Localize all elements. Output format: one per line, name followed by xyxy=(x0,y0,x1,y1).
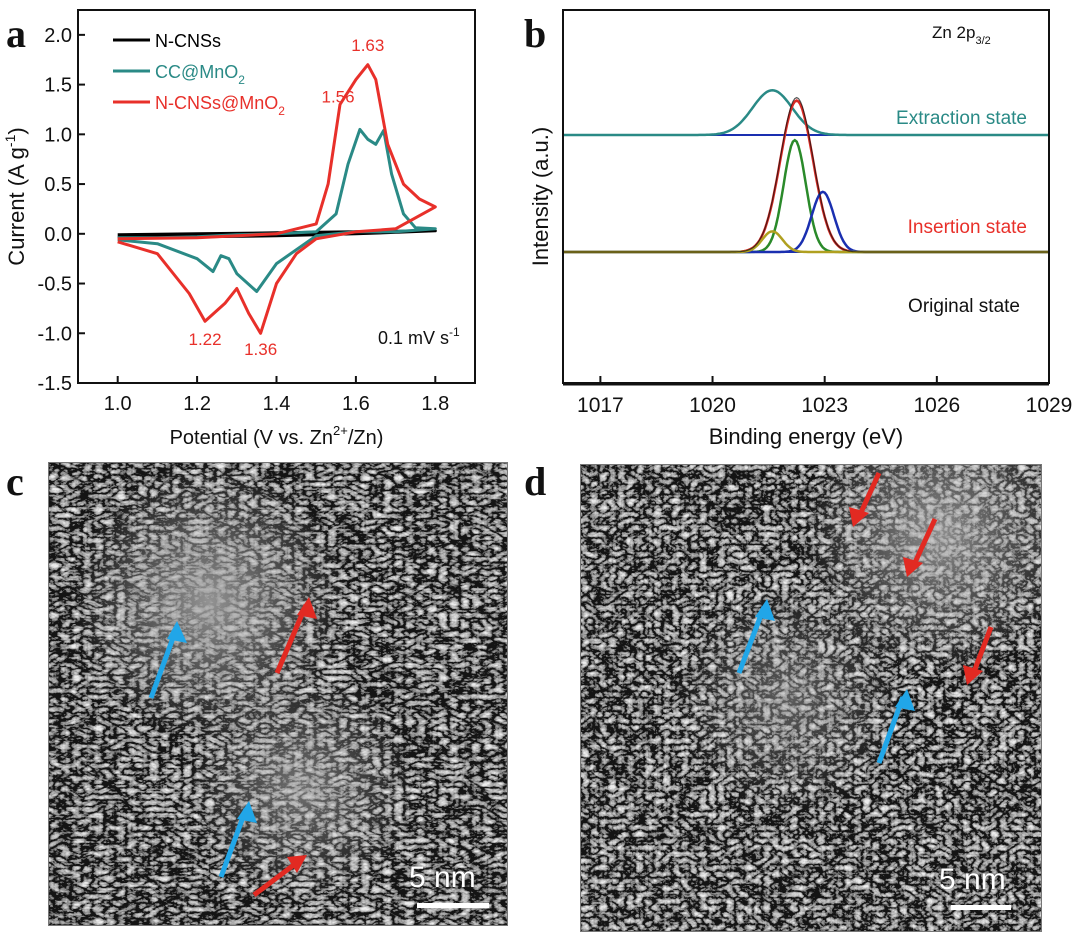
tem-texture-d xyxy=(581,465,1041,931)
ytick-label-a-6: 1.5 xyxy=(44,75,72,97)
scalebar-label-d: 5 nm xyxy=(939,863,1006,896)
ylabel-a: Current (A g-1) xyxy=(2,127,29,265)
ylabel-b: Intensity (a.u.) xyxy=(528,127,553,266)
ytick-label-a-2: -0.5 xyxy=(38,274,72,296)
arrow-red-d1 xyxy=(849,471,882,527)
xlabel-a: Potential (V vs. Zn2+/Zn) xyxy=(170,423,384,449)
state-label-1: Insertion state xyxy=(908,217,1027,238)
xtick-label-b-1: 1020 xyxy=(689,394,736,417)
plot-b-frame xyxy=(562,9,1050,384)
legend-label-2: N-CNSs@MnO2 xyxy=(155,93,285,118)
panel-label-b: b xyxy=(524,11,547,56)
arrow-red-c2 xyxy=(252,855,307,897)
xlabel-b: Binding energy (eV) xyxy=(709,424,903,449)
tem-image-c: 5 nm xyxy=(48,462,508,926)
xtick-label-a-0: 1.0 xyxy=(104,393,132,415)
ytick-label-a-5: 1.0 xyxy=(44,124,72,146)
cv-series-1 xyxy=(117,127,437,293)
xps-envelope-1 xyxy=(563,96,1049,253)
scalebar-d xyxy=(951,905,1011,910)
xtick-label-a-1: 1.2 xyxy=(183,393,211,415)
ytick-label-a-3: 0.0 xyxy=(44,224,72,246)
xtick-label-a-4: 1.8 xyxy=(421,393,449,415)
panel-label-d: d xyxy=(524,459,547,504)
scalebar-label-c: 5 nm xyxy=(409,861,476,894)
panel-label-a: a xyxy=(6,11,26,56)
arrow-red-d2b xyxy=(963,626,994,685)
xtick-label-b-2: 1023 xyxy=(801,394,848,417)
corner-label-b: Zn 2p3/2 xyxy=(932,23,991,47)
xtick-label-b-3: 1026 xyxy=(913,394,960,417)
xtick-label-a-3: 1.6 xyxy=(342,393,370,415)
xtick-label-b-4: 1029 xyxy=(1026,394,1073,417)
xtick-label-b-0: 1017 xyxy=(577,394,624,417)
ytick-label-a-4: 0.5 xyxy=(44,174,72,196)
panel-label-c: c xyxy=(6,459,24,504)
arrow-blue-c2 xyxy=(218,801,257,878)
state-label-0: Extraction state xyxy=(896,108,1027,129)
arrow-blue-d1 xyxy=(736,599,775,674)
ytick-label-a-0: -1.5 xyxy=(38,373,72,395)
peak-label-0: 1.63 xyxy=(351,36,384,55)
arrow-blue-c1 xyxy=(148,621,187,699)
arrow-red-c1 xyxy=(274,597,317,674)
arrow-blue-d2 xyxy=(876,689,915,764)
peak-label-3: 1.36 xyxy=(244,340,277,359)
scan-rate-label: 0.1 mV s-1 xyxy=(378,325,460,348)
cv-series-2 xyxy=(117,63,437,335)
scalebar-c xyxy=(417,903,489,908)
cv-chart: 1.0 1.2 1.4 1.6 1.8 -1.5 -1.0 -0.5 0.0 0.5 1.0 1.5 2… xyxy=(2,9,476,449)
ytick-label-a-7: 2.0 xyxy=(44,25,72,47)
xps-chart: 1017 1020 1023 1026 1029 Binding energy (eV) I… xyxy=(528,9,1073,449)
legend-label-0: N-CNSs xyxy=(155,31,221,51)
state-label-2: Original state xyxy=(908,296,1020,317)
legend-label-1: CC@MnO2 xyxy=(155,62,245,87)
arrow-red-d2 xyxy=(903,517,938,577)
peak-label-2: 1.22 xyxy=(188,330,221,349)
peak-label-1: 1.56 xyxy=(321,88,354,107)
tem-image-d: 5 nm xyxy=(580,464,1042,932)
tem-texture-c xyxy=(49,463,507,925)
ytick-label-a-1: -1.0 xyxy=(38,323,72,345)
xtick-label-a-2: 1.4 xyxy=(263,393,291,415)
